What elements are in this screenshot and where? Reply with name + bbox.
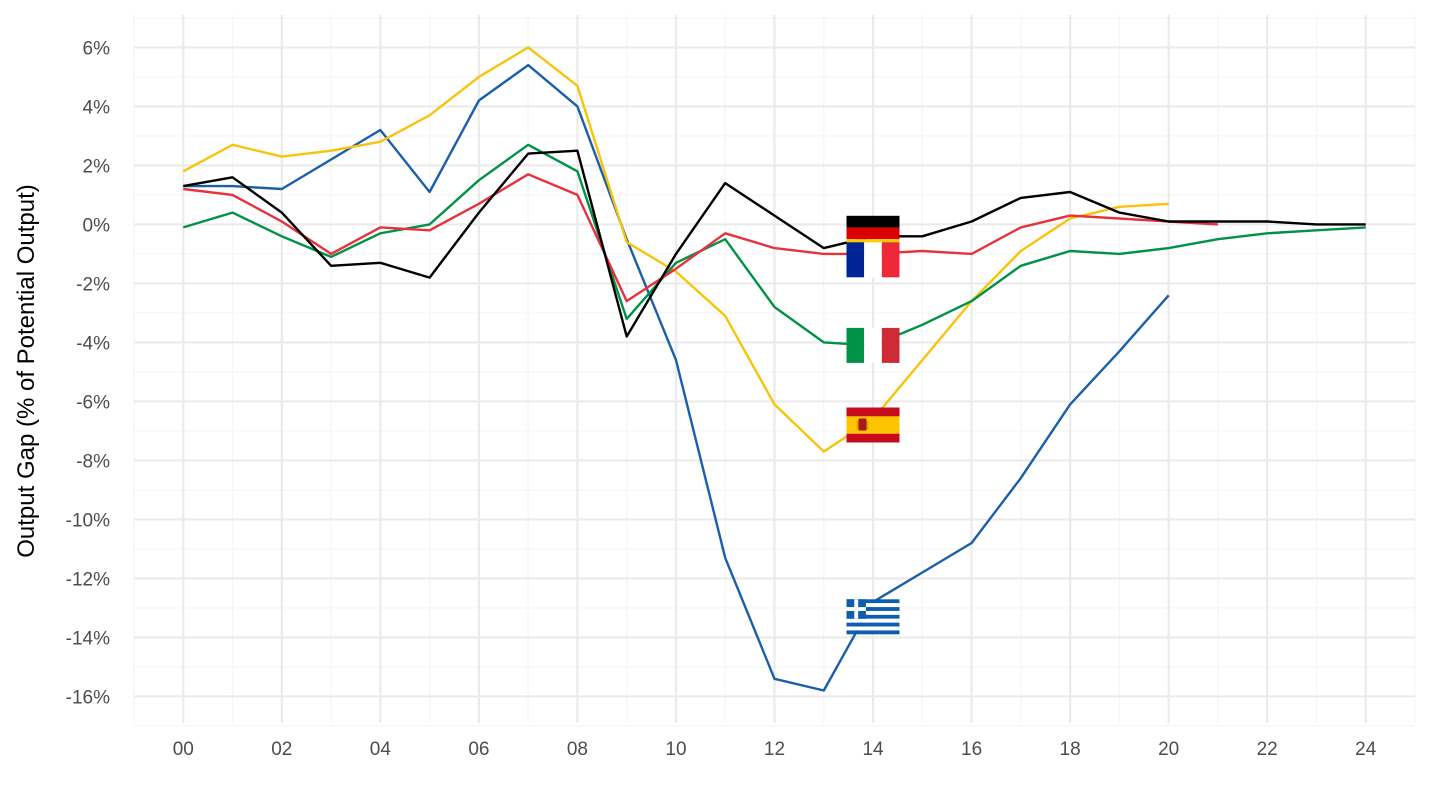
x-tick-label: 02 <box>271 739 292 760</box>
y-tick-label: -2% <box>76 274 110 295</box>
x-tick-label: 18 <box>1060 739 1081 760</box>
series-line-italy <box>182 143 1366 347</box>
y-tick-label: -14% <box>66 628 110 649</box>
series-line-spain <box>182 46 1169 453</box>
x-tick-label: 22 <box>1257 739 1278 760</box>
grid-major <box>134 15 1415 723</box>
x-tick-label: 10 <box>665 739 686 760</box>
y-tick-label: -10% <box>66 510 110 531</box>
flag-france-icon <box>846 242 900 278</box>
x-tick-label: 00 <box>173 739 194 760</box>
x-tick-label: 24 <box>1355 739 1377 760</box>
flag-greece-icon <box>846 599 900 635</box>
y-tick-label: -4% <box>76 333 110 354</box>
series-line-germany <box>183 149 1366 338</box>
series-line-france <box>183 173 1218 303</box>
y-axis-tick-labels: 6% 4% 2% 0% -2% -4% -6% -8% -10% -12% -14% -16% <box>66 38 110 708</box>
x-tick-label: 14 <box>862 739 884 760</box>
x-tick-label: 20 <box>1158 739 1179 760</box>
y-tick-label: 2% <box>83 156 111 177</box>
x-tick-label: 04 <box>370 739 392 760</box>
series-lines <box>182 46 1366 692</box>
x-tick-label: 16 <box>961 739 982 760</box>
flag-markers <box>846 215 900 635</box>
y-tick-label: -16% <box>66 687 110 708</box>
y-tick-label: 4% <box>83 97 111 118</box>
y-axis-title: Output Gap (% of Potential Output) <box>13 184 40 558</box>
series-line-greece <box>183 63 1170 692</box>
y-tick-label: -12% <box>66 569 110 590</box>
y-tick-label: 6% <box>83 38 111 59</box>
x-axis-tick-labels: 00 02 04 06 08 10 12 14 16 18 20 22 24 <box>173 739 1377 760</box>
y-tick-label: -6% <box>76 392 110 413</box>
y-tick-label: 0% <box>83 215 111 236</box>
flag-italy-icon <box>846 327 900 363</box>
x-tick-label: 08 <box>567 739 588 760</box>
flag-spain-icon <box>846 407 900 443</box>
x-tick-label: 06 <box>468 739 489 760</box>
x-tick-label: 12 <box>764 739 785 760</box>
y-tick-label: -8% <box>76 451 110 472</box>
